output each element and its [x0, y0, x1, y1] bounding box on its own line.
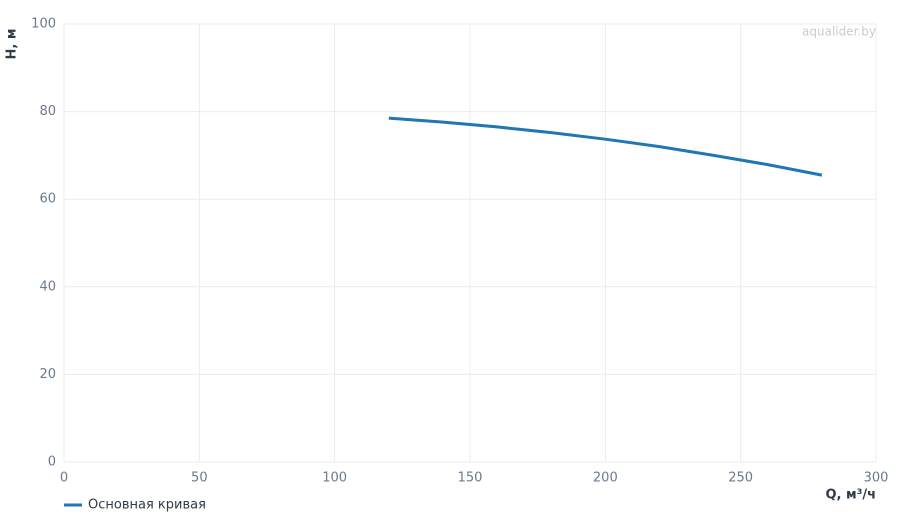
- x-tick-label: 250: [728, 471, 753, 486]
- y-tick-label: 100: [31, 17, 56, 32]
- y-tick-label: 80: [39, 104, 56, 119]
- y-tick-label: 20: [39, 367, 56, 382]
- x-tick-label: 50: [191, 471, 208, 486]
- x-tick-label: 300: [864, 471, 889, 486]
- y-tick-label: 60: [39, 192, 56, 207]
- y-tick-label: 40: [39, 279, 56, 294]
- x-axis-title: Q, м³/ч: [825, 488, 876, 503]
- legend-label: Основная кривая: [88, 498, 206, 513]
- watermark: aqualider.by: [802, 25, 876, 39]
- line: [388, 116, 823, 177]
- y-tick-label: 0: [48, 455, 56, 470]
- x-tick-label: 200: [593, 471, 618, 486]
- x-tick-label: 0: [60, 471, 68, 486]
- y-axis-title: H, м: [5, 29, 20, 60]
- x-tick-label: 100: [322, 471, 347, 486]
- x-tick-label: 150: [458, 471, 483, 486]
